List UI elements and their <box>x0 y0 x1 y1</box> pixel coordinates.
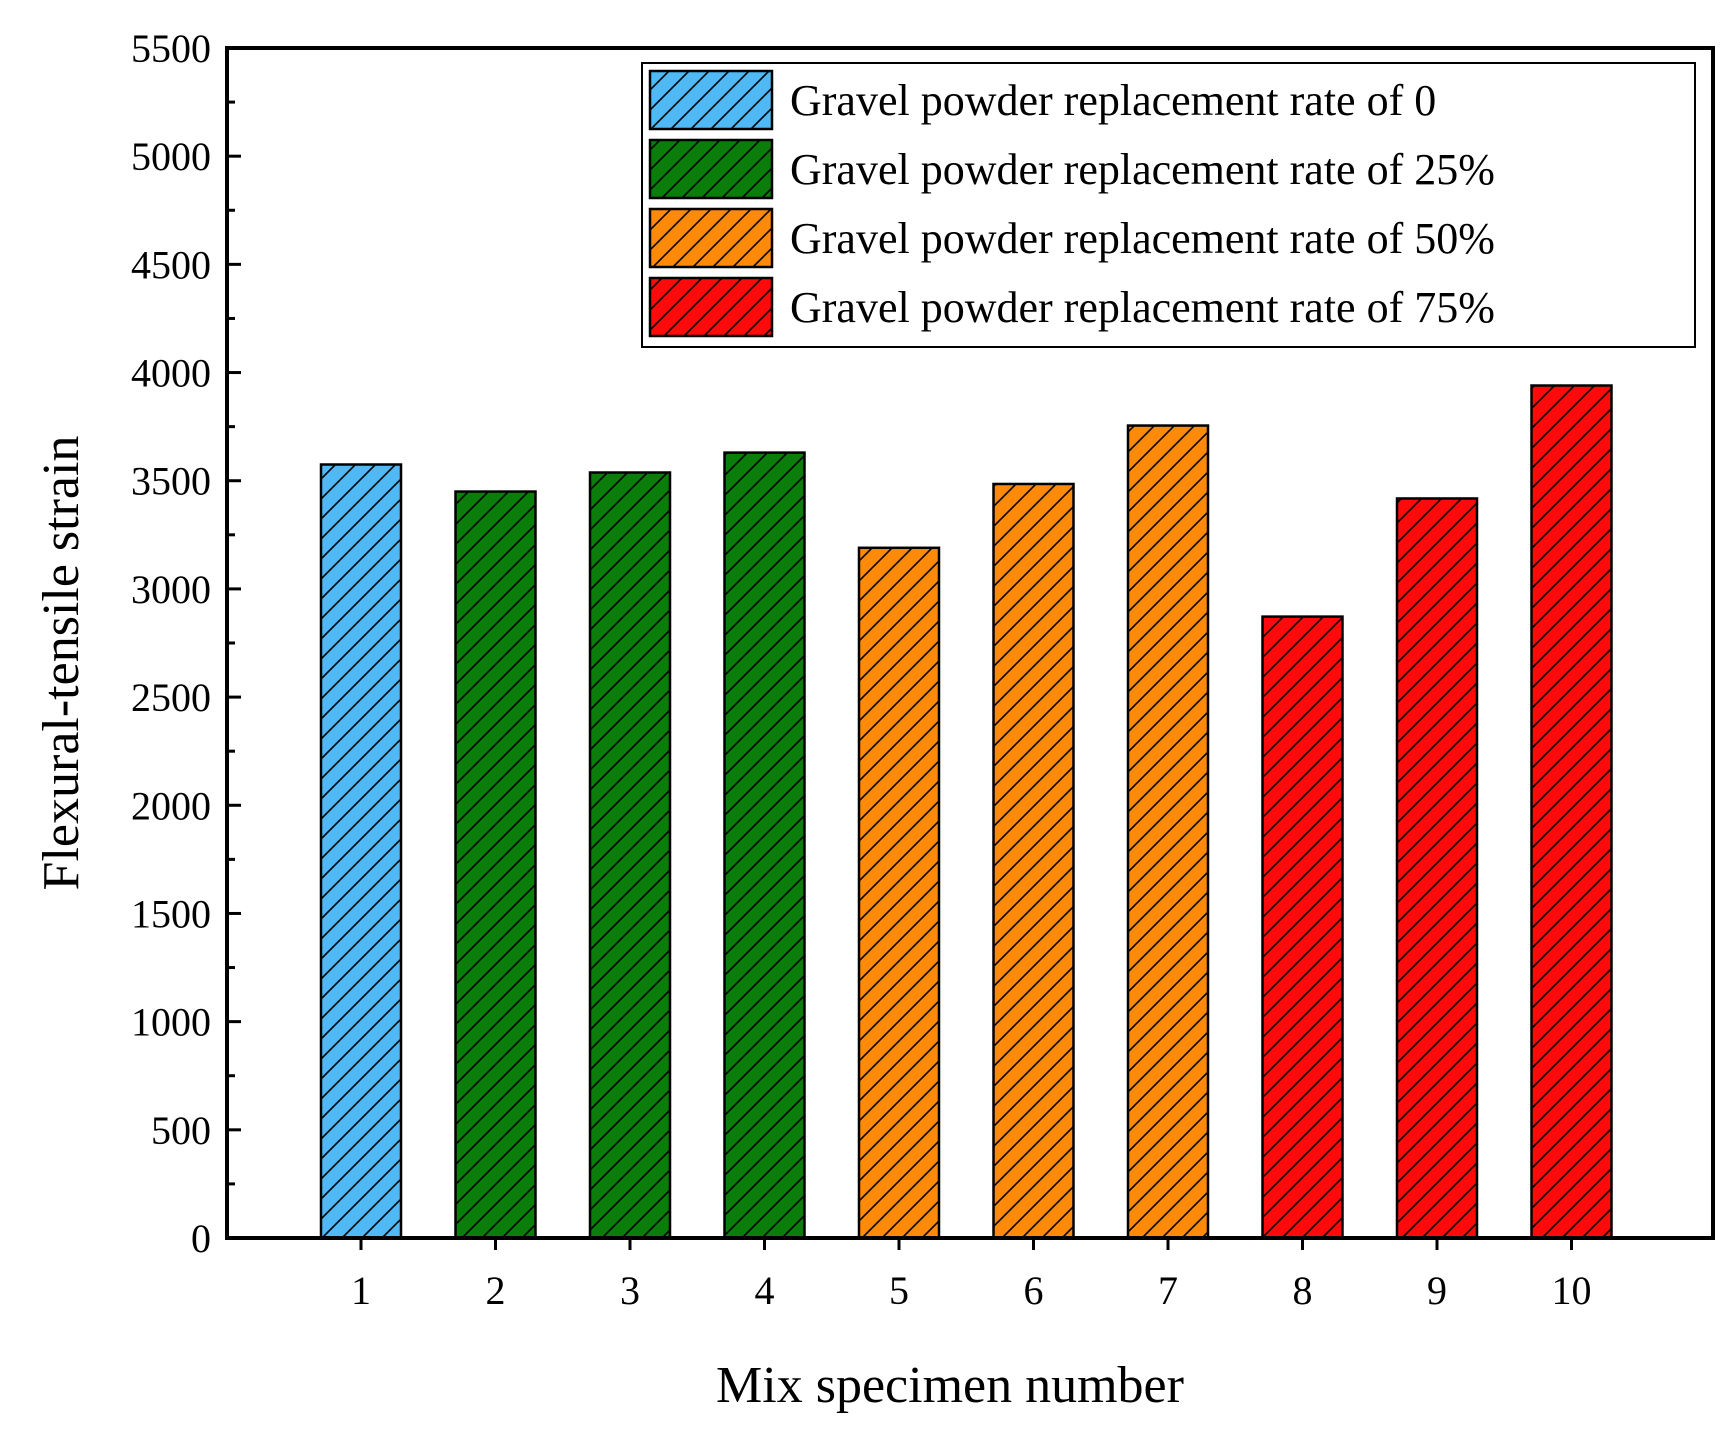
bar-3 <box>588 471 672 1240</box>
legend-label: Gravel powder replacement rate of 25% <box>790 145 1495 194</box>
bar-1 <box>319 463 403 1240</box>
y-tick-label: 5000 <box>131 134 211 179</box>
x-tick-label: 2 <box>486 1268 506 1313</box>
x-tick-label: 4 <box>755 1268 775 1313</box>
bar-8 <box>1261 615 1344 1240</box>
bar-5 <box>857 546 941 1240</box>
y-axis: 0 500 1000 1500 2000 2500 3000 3500 4000 4500 5000… <box>131 26 241 1261</box>
bar-7 <box>1126 424 1210 1240</box>
x-tick-label: 7 <box>1158 1268 1178 1313</box>
legend-swatch <box>648 207 774 269</box>
y-tick-label: 2500 <box>131 675 211 720</box>
bar-10 <box>1530 384 1613 1240</box>
y-tick-label: 3500 <box>131 459 211 504</box>
legend-box <box>641 62 1696 348</box>
y-tick-label: 2000 <box>131 783 211 828</box>
x-tick-label: 5 <box>889 1268 909 1313</box>
x-axis: 1 2 3 4 5 6 7 8 9 10 <box>351 1238 1592 1313</box>
x-tick-label: 6 <box>1024 1268 1044 1313</box>
bar-4 <box>723 451 806 1240</box>
y-axis-title: Flexural-tensile strain <box>33 436 90 891</box>
y-tick-label: 3000 <box>131 567 211 612</box>
bar-9 <box>1395 497 1479 1240</box>
bar-2 <box>454 490 537 1240</box>
bars-layer <box>319 384 1613 1240</box>
y-tick-label: 1000 <box>131 1000 211 1045</box>
y-tick-label: 5500 <box>131 26 211 71</box>
legend-label: Gravel powder replacement rate of 50% <box>790 214 1495 263</box>
y-tick-label: 1500 <box>131 891 211 936</box>
legend-label: Gravel powder replacement rate of 75% <box>790 283 1495 332</box>
y-tick-label: 500 <box>151 1108 211 1153</box>
y-tick-label: 4500 <box>131 242 211 287</box>
x-tick-label: 9 <box>1427 1268 1447 1313</box>
y-tick-label: 4000 <box>131 351 211 396</box>
legend: Gravel powder replacement rate of 0 Grave… <box>641 62 1696 348</box>
legend-swatch <box>648 69 774 131</box>
bar-6 <box>992 482 1075 1240</box>
legend-swatch <box>648 276 774 338</box>
legend-swatch <box>648 138 774 200</box>
x-tick-label: 8 <box>1293 1268 1313 1313</box>
legend-label: Gravel powder replacement rate of 0 <box>790 76 1436 125</box>
x-tick-label: 3 <box>620 1268 640 1313</box>
x-axis-title: Mix specimen number <box>716 1357 1184 1414</box>
y-tick-label: 0 <box>191 1216 211 1261</box>
x-tick-label: 1 <box>351 1268 371 1313</box>
x-tick-label: 10 <box>1552 1268 1592 1313</box>
